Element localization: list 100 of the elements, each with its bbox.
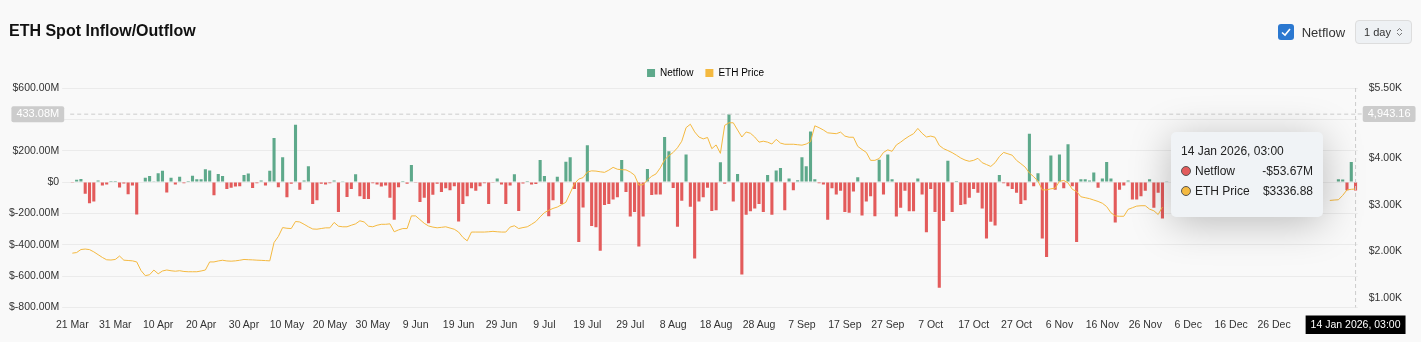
x-tick-label: 18 Aug (699, 317, 733, 330)
bar (761, 182, 765, 212)
bar (79, 178, 83, 182)
bar (873, 182, 877, 217)
x-tick-label: 16 Nov (1085, 317, 1120, 330)
bar (208, 170, 212, 182)
x-tick-label: 31 Mar (98, 317, 133, 330)
bar (1010, 182, 1014, 190)
x-tick-label: 9 Jun (402, 317, 429, 330)
bar (641, 182, 645, 217)
bar (547, 182, 551, 217)
bar (894, 182, 898, 217)
bar (457, 182, 461, 222)
bar (684, 154, 688, 182)
bar (225, 182, 229, 190)
annotation: 14 Jan 2026, 03:00 (1181, 144, 1285, 158)
bar (744, 182, 748, 215)
bar (976, 182, 980, 193)
bar (740, 182, 744, 275)
x-tick-label: 29 Jun (485, 317, 518, 330)
bar (126, 182, 130, 195)
bar (1130, 182, 1134, 200)
x-tick-label: 26 Nov (1128, 317, 1163, 330)
annotation: -$53.67M (1262, 164, 1313, 178)
bar (1152, 182, 1156, 208)
bar (1135, 182, 1139, 200)
bar (826, 182, 830, 220)
x-tick-label: 20 May (312, 317, 348, 330)
bar (538, 160, 542, 182)
bar (1349, 161, 1353, 182)
bar (1019, 182, 1023, 204)
annotation: ETH Price (1195, 184, 1250, 198)
bar (203, 169, 207, 182)
bar (727, 114, 731, 182)
bar (620, 160, 624, 182)
bar (293, 124, 298, 182)
bar (736, 173, 740, 182)
bar (585, 145, 589, 182)
bar (924, 182, 928, 233)
bar (560, 182, 564, 204)
bar (607, 182, 611, 204)
bar (285, 182, 289, 198)
x-tick-label: 26 Dec (1257, 317, 1291, 330)
bar (766, 174, 770, 182)
x-tick-label: 30 May (355, 317, 391, 330)
x-tick-label: 16 Dec (1214, 317, 1248, 330)
bar (1148, 179, 1152, 182)
bar (714, 182, 718, 211)
y-tick-label: $0 (47, 174, 60, 187)
bar (315, 182, 319, 201)
bar (946, 160, 950, 182)
bar (959, 182, 963, 205)
bar (1139, 182, 1143, 197)
bar (212, 182, 216, 196)
bar (1079, 179, 1083, 182)
bar (169, 177, 173, 182)
y2-tick-label: $4.00K (1368, 150, 1402, 163)
bar (512, 174, 516, 182)
bar (628, 182, 632, 217)
bar (650, 182, 654, 196)
bar (1096, 182, 1100, 188)
bar (487, 182, 491, 204)
bar (366, 182, 371, 199)
bar (615, 182, 619, 198)
bar (963, 182, 967, 205)
x-tick-label: 27 Sep (871, 317, 905, 330)
bar (937, 182, 941, 288)
bar (427, 182, 431, 224)
bar (663, 136, 667, 182)
bar (392, 182, 396, 220)
bar (418, 182, 422, 203)
bar (165, 182, 169, 193)
bar (148, 176, 152, 182)
chart-title: ETH Spot Inflow/Outflow (9, 22, 196, 40)
bar (693, 182, 697, 259)
bar (268, 170, 272, 182)
bar (637, 182, 641, 247)
bar (856, 177, 860, 182)
bar (242, 174, 246, 182)
bar (362, 182, 366, 199)
y2-tick-label: $2.00K (1368, 244, 1402, 257)
bar (1049, 155, 1053, 182)
bar (1336, 179, 1340, 182)
bar (160, 170, 165, 182)
bar (311, 182, 315, 204)
bar (594, 182, 598, 228)
bar (564, 161, 568, 182)
bar (143, 177, 147, 182)
x-tick-label: 30 Apr (228, 317, 260, 330)
bar (753, 182, 757, 209)
bar (178, 176, 182, 182)
bar (1057, 154, 1061, 182)
bar (495, 178, 499, 182)
x-tick-label: 7 Oct (918, 317, 944, 330)
text: Netflow (1301, 24, 1346, 40)
x-tick-label: 10 May (269, 317, 305, 330)
bar (517, 182, 521, 212)
y-tick-label: $600.00M (12, 80, 60, 93)
annotation: $3336.88 (1262, 184, 1313, 198)
y2-tick-label: $5.50K (1368, 80, 1402, 93)
